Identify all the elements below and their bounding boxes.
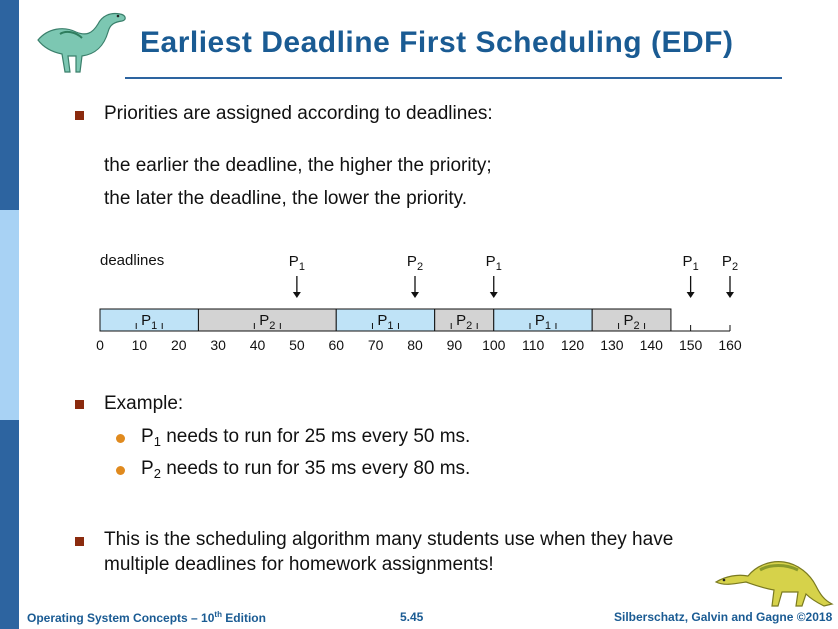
footer-left-sup: th bbox=[214, 610, 222, 619]
deadline-arrow-head-1 bbox=[411, 292, 419, 298]
page-title: Earliest Deadline First Scheduling (EDF) bbox=[140, 26, 734, 59]
side-bar-highlight bbox=[0, 210, 19, 420]
axis-tick-label-7: 70 bbox=[368, 337, 384, 353]
bullet-dot-icon bbox=[116, 434, 125, 443]
axis-tick-label-12: 120 bbox=[561, 337, 585, 353]
axis-tick-label-14: 140 bbox=[640, 337, 664, 353]
segment-label-1: P2 bbox=[259, 312, 275, 332]
deadline-marker-label-1: P2 bbox=[407, 253, 423, 273]
side-bar bbox=[0, 0, 19, 629]
axis-tick-label-5: 50 bbox=[289, 337, 305, 353]
text-earlier-deadline: the earlier the deadline, the higher the… bbox=[104, 155, 492, 176]
example-p2: P2 needs to run for 35 ms every 80 ms. bbox=[141, 458, 470, 481]
axis-tick-label-8: 80 bbox=[407, 337, 423, 353]
segment-label-0: P1 bbox=[141, 312, 157, 332]
segment-label-5: P2 bbox=[623, 312, 639, 332]
deadline-arrow-head-4 bbox=[726, 292, 734, 298]
deadline-marker-label-0: P1 bbox=[289, 253, 305, 273]
footer-left: Operating System Concepts – 10th Edition bbox=[27, 610, 266, 625]
axis-tick-label-10: 100 bbox=[482, 337, 506, 353]
p1-subscript: 1 bbox=[153, 434, 161, 449]
axis-tick-label-3: 30 bbox=[210, 337, 226, 353]
axis-tick-label-4: 40 bbox=[250, 337, 266, 353]
footer-right: Silberschatz, Galvin and Gagne ©2018 bbox=[614, 610, 833, 624]
axis-tick-label-0: 0 bbox=[96, 337, 104, 353]
deadline-arrow-head-0 bbox=[292, 292, 301, 298]
timeline-segment-5 bbox=[591, 308, 672, 332]
bullet-homework-line1: This is the scheduling algorithm many st… bbox=[104, 529, 674, 550]
p1-letter: P bbox=[141, 426, 154, 447]
deadline-arrow-head-3 bbox=[686, 292, 695, 298]
text-later-deadline: the later the deadline, the lower the pr… bbox=[104, 188, 467, 209]
axis-tick-label-11: 110 bbox=[522, 337, 545, 353]
dinosaur-logo-top-icon bbox=[37, 12, 126, 73]
deadlines-label: deadlines bbox=[100, 252, 165, 269]
deadline-arrow-head-2 bbox=[489, 292, 498, 298]
bullet-homework-line2: multiple deadlines for homework assignme… bbox=[104, 554, 494, 575]
axis-tick-label-6: 60 bbox=[328, 337, 344, 353]
axis-tick-label-13: 130 bbox=[600, 337, 624, 353]
segment-label-3: P2 bbox=[456, 312, 472, 332]
segment-label-2: P1 bbox=[377, 312, 393, 332]
axis-tick-label-1: 10 bbox=[132, 337, 148, 353]
title-divider bbox=[125, 77, 782, 79]
axis-tick-label-15: 150 bbox=[679, 337, 703, 353]
bullet-dot-icon bbox=[116, 466, 125, 475]
axis-tick-label-9: 90 bbox=[447, 337, 463, 353]
segment-label-4: P1 bbox=[535, 312, 551, 332]
bullet-square-icon bbox=[75, 400, 84, 409]
p2-text: needs to run for 35 ms every 80 ms. bbox=[160, 458, 471, 479]
p2-subscript: 2 bbox=[153, 466, 161, 481]
bullet-priorities: Priorities are assigned according to dea… bbox=[104, 103, 493, 124]
footer-left-suffix: Edition bbox=[221, 611, 266, 625]
footer-left-prefix: Operating System Concepts – 10 bbox=[27, 611, 215, 625]
footer-page-number: 5.45 bbox=[400, 610, 424, 624]
bullet-example: Example: bbox=[104, 393, 184, 414]
deadline-marker-label-2: P1 bbox=[486, 253, 502, 273]
deadline-marker-label-4: P2 bbox=[722, 253, 738, 273]
axis-tick-label-2: 20 bbox=[171, 337, 187, 353]
p1-text: needs to run for 25 ms every 50 ms. bbox=[160, 426, 471, 447]
axis-tick-label-16: 160 bbox=[718, 337, 742, 353]
deadline-marker-label-3: P1 bbox=[683, 253, 699, 273]
example-p1: P1 needs to run for 25 ms every 50 ms. bbox=[141, 426, 470, 449]
p2-letter: P bbox=[141, 458, 154, 479]
bullet-square-icon bbox=[75, 111, 84, 120]
bullet-square-icon bbox=[75, 537, 84, 546]
dinosaur-logo-bottom-icon bbox=[714, 561, 834, 607]
